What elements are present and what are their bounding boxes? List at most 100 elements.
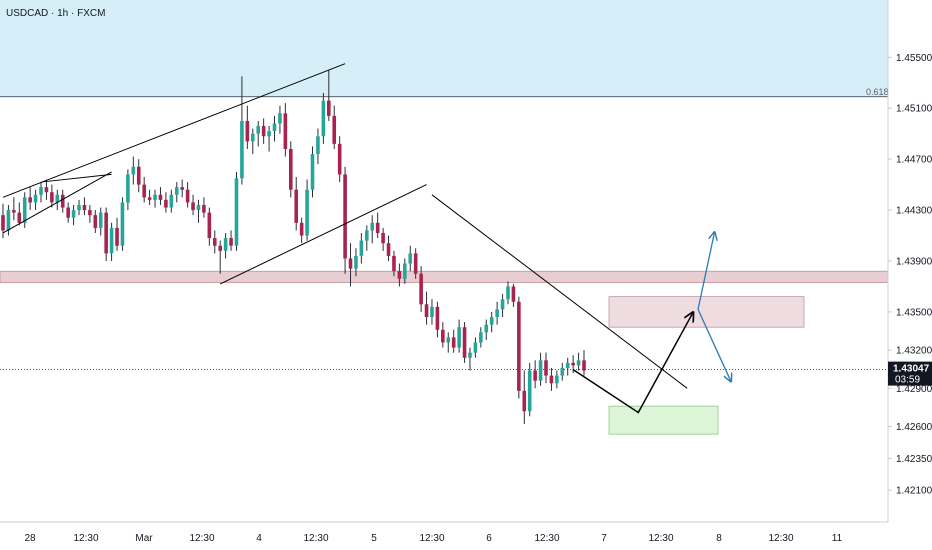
candle xyxy=(185,182,190,208)
candle xyxy=(272,115,277,142)
candle-body-down xyxy=(261,126,266,137)
candle-body-down xyxy=(327,100,331,116)
candle-body-down xyxy=(50,192,54,203)
candle xyxy=(22,192,27,228)
x-tick-label: 12:30 xyxy=(189,533,214,544)
candle xyxy=(50,184,54,208)
candle xyxy=(17,202,22,226)
time-axis[interactable]: 28 12:30 Mar 12:30 4 12:30 5 12:30 6 12:30 7 12:30 8… xyxy=(24,533,842,544)
bullish-arrow[interactable] xyxy=(697,233,714,310)
candle xyxy=(55,189,60,211)
candle xyxy=(180,179,184,198)
lower-channel-line[interactable] xyxy=(2,171,112,234)
candle-body-up xyxy=(256,126,261,134)
candle-body-up xyxy=(359,240,364,256)
channel-inner-line[interactable] xyxy=(40,173,112,183)
candle xyxy=(256,120,261,147)
x-tick-label: 12:30 xyxy=(768,533,793,544)
candle xyxy=(44,179,49,200)
candle-body-up xyxy=(500,299,505,310)
candle xyxy=(457,319,461,353)
lower-trend-line[interactable] xyxy=(219,184,427,285)
candle xyxy=(359,232,364,264)
candle-body-up xyxy=(278,113,282,124)
candle xyxy=(430,299,434,325)
candle-body-down xyxy=(522,390,527,412)
upper-channel-line[interactable] xyxy=(2,63,346,198)
candle xyxy=(234,171,239,251)
candle xyxy=(212,230,217,254)
candle xyxy=(223,232,228,259)
candle-body-up xyxy=(354,255,358,269)
candle-body-up xyxy=(77,204,81,211)
candle-body-down xyxy=(299,222,304,236)
candle xyxy=(527,362,532,417)
candle-body-up xyxy=(250,133,255,142)
candle xyxy=(278,105,282,134)
candle-body-up xyxy=(55,194,60,203)
candle xyxy=(142,176,146,203)
descending-line[interactable] xyxy=(431,194,688,389)
candle-body-up xyxy=(430,306,434,318)
candle xyxy=(158,187,163,205)
candle xyxy=(66,202,70,223)
candle-body-up xyxy=(272,123,277,132)
candle xyxy=(98,207,103,236)
x-tick-label: 5 xyxy=(371,533,377,544)
projection-path[interactable] xyxy=(572,313,692,414)
candle-body-down xyxy=(229,238,233,246)
candle xyxy=(473,337,478,358)
candle-body-down xyxy=(60,194,65,208)
candle xyxy=(506,281,510,305)
candle xyxy=(517,296,521,399)
candle-body-down xyxy=(435,306,440,330)
x-tick-label: 12:30 xyxy=(419,533,444,544)
candle xyxy=(327,70,331,121)
candle-body-up xyxy=(196,204,201,211)
candle xyxy=(39,182,43,203)
candle xyxy=(207,207,212,246)
candle xyxy=(468,347,472,371)
demand-zone[interactable] xyxy=(608,405,719,435)
candle xyxy=(71,204,76,226)
candle-body-up xyxy=(473,342,478,353)
candle xyxy=(462,322,467,363)
candle-body-up xyxy=(457,327,461,348)
candle xyxy=(294,176,299,231)
candle xyxy=(288,141,293,198)
x-tick-label: 6 xyxy=(486,533,492,544)
candle xyxy=(153,189,157,208)
price-axis[interactable]: 1.45500 1.45100 1.44700 1.44300 1.43900 1.435… xyxy=(888,53,932,497)
candle-body-up xyxy=(365,230,369,241)
x-tick-label: 12:30 xyxy=(534,533,559,544)
candle-body-down xyxy=(294,189,299,223)
candle-body-up xyxy=(479,332,483,343)
candle-body-down xyxy=(164,199,168,208)
candle-body-up xyxy=(169,194,174,208)
candle-body-down xyxy=(462,327,467,358)
candle-body-down xyxy=(158,194,163,200)
candle-body-down xyxy=(191,202,195,211)
candle xyxy=(337,136,342,183)
candle xyxy=(88,204,92,223)
resistance-band xyxy=(0,270,889,283)
y-tick-label: 1.45500 xyxy=(896,53,932,64)
y-tick-label: 1.42350 xyxy=(896,454,932,465)
candle-body-up xyxy=(33,194,38,203)
y-tick-label: 1.42100 xyxy=(896,486,932,497)
candle-body-up xyxy=(495,309,499,318)
candle xyxy=(33,189,38,211)
candle-body-up xyxy=(555,375,559,384)
bearish-arrow[interactable] xyxy=(697,309,731,380)
candle-body-up xyxy=(39,187,43,195)
candle xyxy=(538,352,543,386)
candle-body-down xyxy=(348,258,353,269)
y-tick-label: 1.45100 xyxy=(896,104,932,115)
candle-body-down xyxy=(12,210,16,213)
supply-zone[interactable] xyxy=(608,296,805,328)
candle-body-up xyxy=(576,360,581,366)
candle xyxy=(576,352,581,371)
candle xyxy=(419,266,423,312)
